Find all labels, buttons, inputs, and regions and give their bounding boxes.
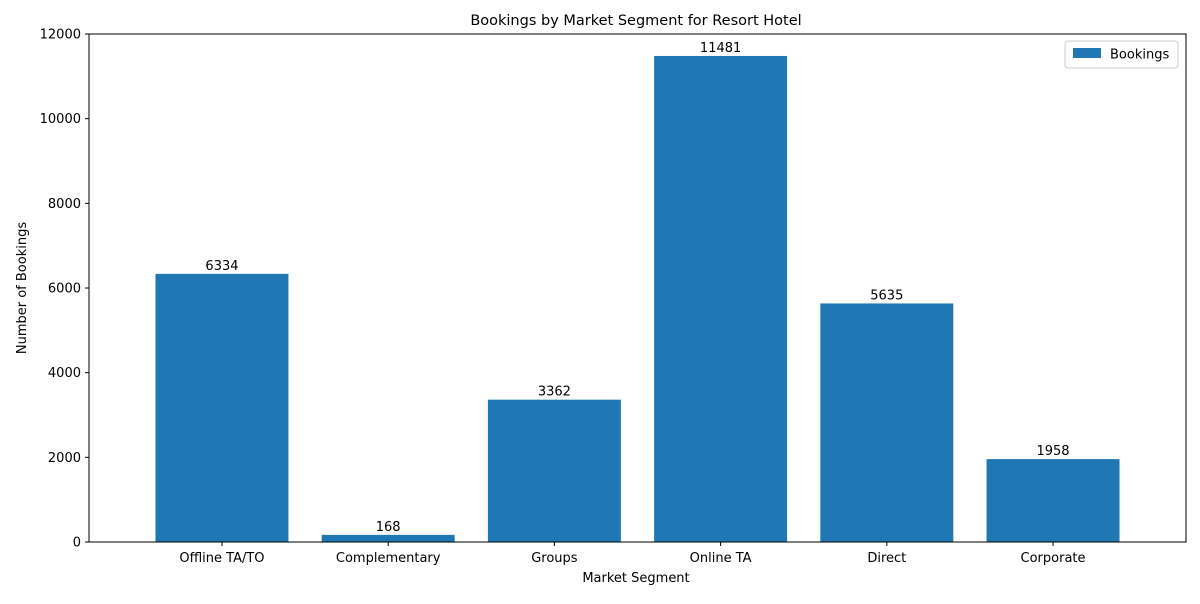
legend-label: Bookings bbox=[1110, 48, 1169, 63]
legend-swatch bbox=[1073, 48, 1101, 58]
x-tick-label: Corporate bbox=[1021, 551, 1086, 566]
y-tick-label: 0 bbox=[73, 536, 81, 551]
y-axis-label: Number of Bookings bbox=[15, 222, 30, 354]
y-tick-label: 12000 bbox=[40, 28, 81, 43]
y-tick-label: 6000 bbox=[48, 282, 81, 297]
x-tick-label: Complementary bbox=[336, 551, 441, 566]
data-label: 1958 bbox=[1036, 444, 1069, 459]
data-label: 168 bbox=[376, 520, 401, 535]
y-tick-label: 4000 bbox=[48, 366, 81, 381]
chart-title: Bookings by Market Segment for Resort Ho… bbox=[470, 13, 801, 29]
x-tick-label: Offline TA/TO bbox=[179, 551, 264, 566]
bar-direct bbox=[820, 303, 954, 542]
bar-offline-ta-to bbox=[155, 273, 289, 542]
x-tick-label: Direct bbox=[867, 551, 906, 566]
y-tick-label: 10000 bbox=[40, 112, 81, 127]
x-axis-ticks: Offline TA/TO Complementary Groups Online T… bbox=[179, 542, 1086, 566]
data-label: 11481 bbox=[700, 41, 741, 56]
x-tick-label: Online TA bbox=[690, 551, 752, 566]
x-axis-label: Market Segment bbox=[582, 571, 689, 586]
bar-online-ta bbox=[654, 55, 788, 542]
bar-groups bbox=[487, 399, 621, 542]
bar-complementary bbox=[321, 534, 455, 542]
data-label: 3362 bbox=[538, 385, 571, 400]
bar-corporate bbox=[986, 459, 1120, 542]
y-axis-ticks: 0 2000 4000 6000 8000 10000 12000 bbox=[40, 28, 89, 551]
legend-box bbox=[1064, 40, 1179, 69]
bars-layer: 6334 168 3362 11481 5635 1958 bbox=[155, 41, 1120, 542]
y-tick-label: 8000 bbox=[48, 197, 81, 212]
data-label: 6334 bbox=[205, 259, 238, 274]
legend: Bookings bbox=[1064, 40, 1179, 69]
x-tick-label: Groups bbox=[531, 551, 578, 566]
data-label: 5635 bbox=[870, 288, 903, 303]
y-tick-label: 2000 bbox=[48, 451, 81, 466]
plot-frame bbox=[88, 33, 1187, 543]
